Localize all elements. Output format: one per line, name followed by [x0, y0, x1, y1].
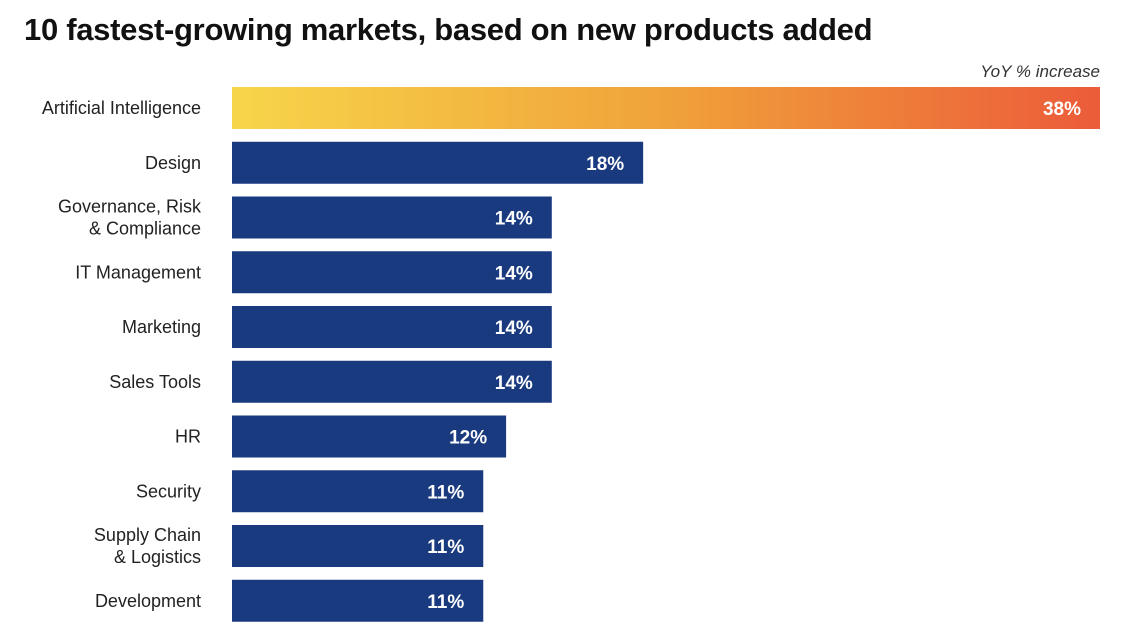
value-label: 14% — [495, 318, 533, 339]
bar — [232, 579, 484, 622]
value-label: 18% — [586, 154, 624, 175]
category-label: Supply Chain & Logistics — [94, 525, 201, 567]
value-label: 38% — [1043, 99, 1081, 120]
bar — [232, 87, 1100, 129]
bar — [232, 141, 644, 184]
value-label: 11% — [427, 537, 464, 558]
bar — [232, 360, 552, 403]
category-label: Sales Tools — [109, 372, 201, 392]
value-label: 14% — [495, 209, 533, 230]
category-label: HR — [175, 427, 201, 447]
chart-title: 10 fastest-growing markets, based on new… — [24, 12, 873, 47]
category-label: Governance, Risk & Compliance — [58, 197, 202, 239]
value-label: 14% — [495, 373, 533, 394]
bar — [232, 196, 552, 239]
value-unit-label: YoY % increase — [980, 62, 1100, 81]
bar — [232, 306, 552, 348]
value-label: 11% — [427, 482, 464, 503]
value-label: 14% — [495, 263, 533, 284]
value-label: 11% — [427, 592, 464, 613]
category-label: Marketing — [122, 317, 201, 337]
category-label: Development — [95, 591, 201, 611]
bar — [232, 525, 484, 567]
category-label: Security — [136, 481, 201, 501]
bar — [232, 251, 552, 294]
category-label: Artificial Intelligence — [42, 98, 201, 118]
category-label: IT Management — [75, 262, 201, 282]
bar — [232, 415, 507, 458]
value-label: 12% — [449, 428, 487, 449]
bar — [232, 470, 484, 513]
category-label: Design — [145, 153, 201, 173]
